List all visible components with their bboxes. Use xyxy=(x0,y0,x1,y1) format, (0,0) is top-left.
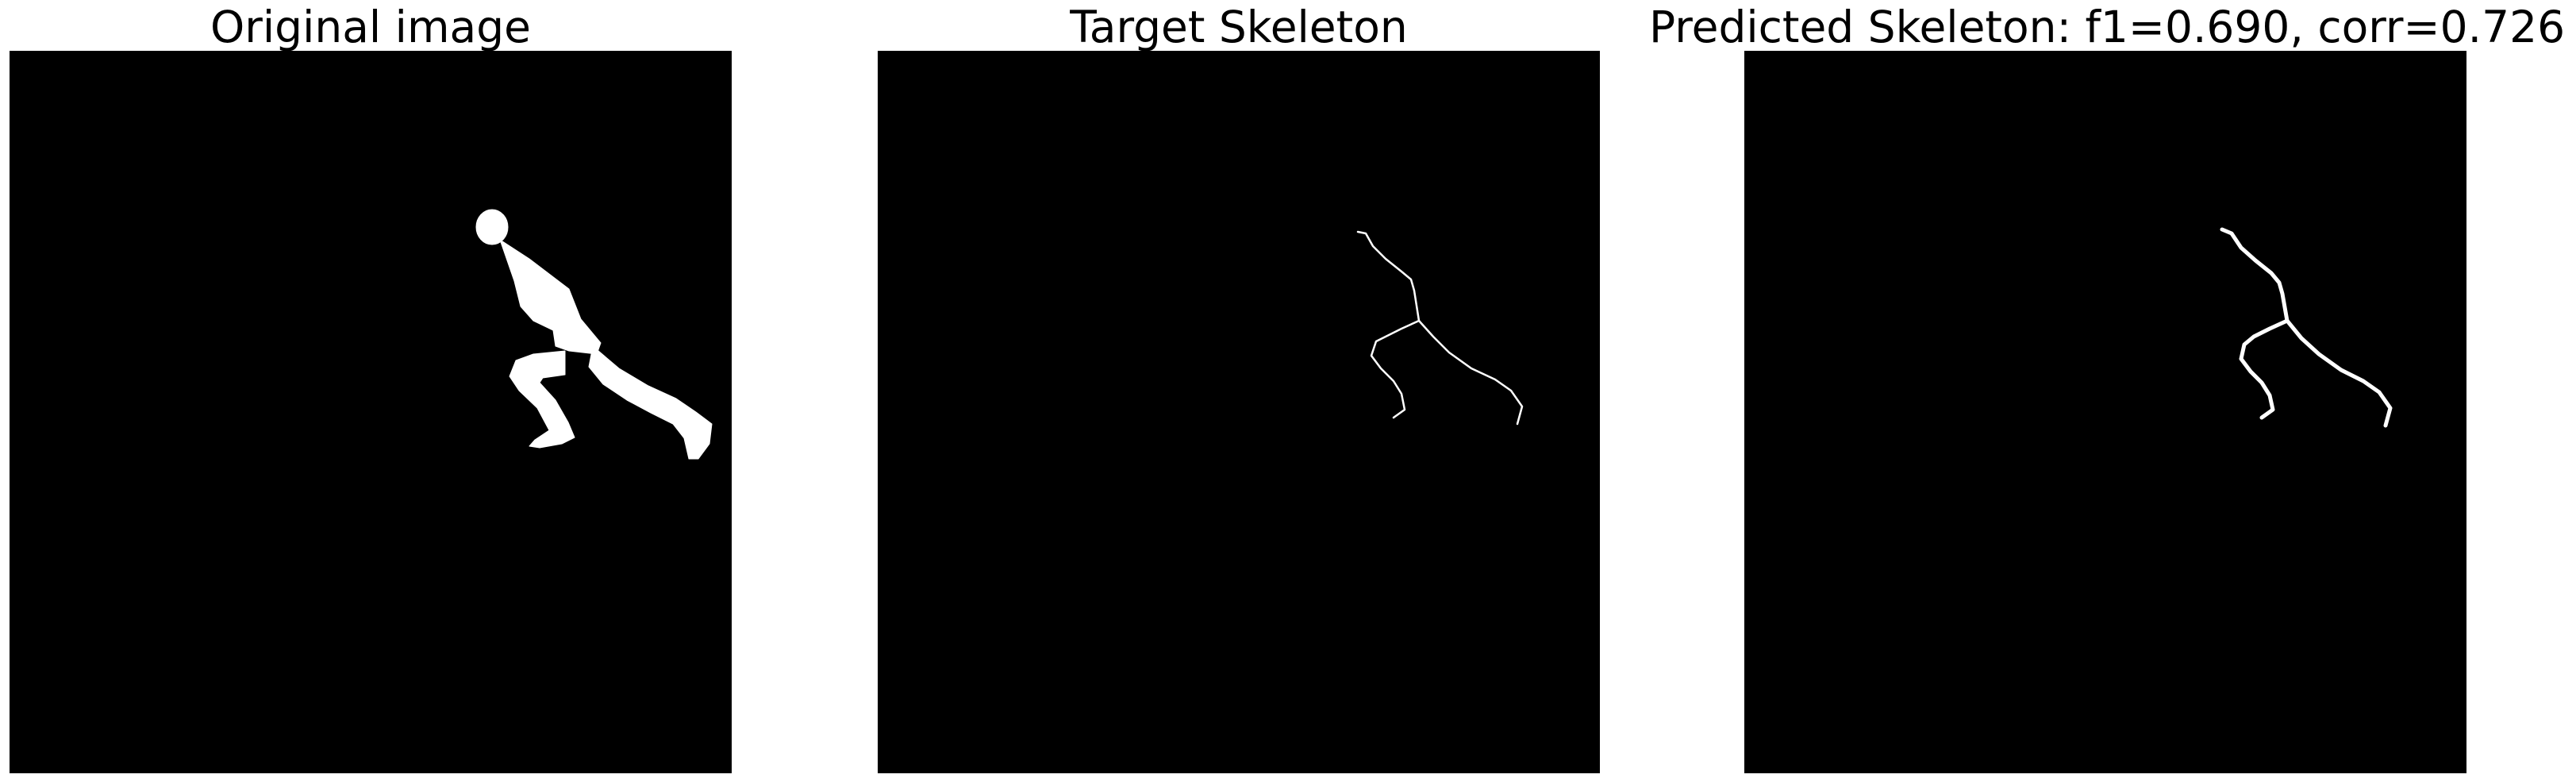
predicted-front-leg xyxy=(2285,318,2393,428)
predicted-skeleton-lines xyxy=(2220,227,2393,428)
panel-predicted-skeleton: Predicted Skeleton: f1=0.690, corr=0.726 xyxy=(1649,0,2565,782)
image-background xyxy=(10,51,732,773)
original-image-canvas xyxy=(10,51,732,773)
target-skeleton-lines xyxy=(1356,230,1524,426)
image-background xyxy=(1744,51,2466,773)
silhouette-back-leg xyxy=(509,350,575,449)
silhouette-head xyxy=(475,209,509,245)
silhouette-torso xyxy=(499,239,602,355)
predicted-spine xyxy=(2220,227,2290,323)
silhouette-front-leg xyxy=(588,345,713,460)
panel-title-original: Original image xyxy=(210,2,531,52)
predicted-skeleton-canvas xyxy=(1744,51,2466,773)
panel-title-target: Target Skeleton xyxy=(1070,2,1408,52)
skeleton-front-leg xyxy=(1417,319,1524,426)
skeleton-spine xyxy=(1356,230,1421,322)
skeleton-back-leg xyxy=(1370,319,1421,419)
panel-title-predicted: Predicted Skeleton: f1=0.690, corr=0.726 xyxy=(1649,2,2566,52)
panel-target-skeleton: Target Skeleton xyxy=(878,0,1600,782)
target-skeleton-canvas xyxy=(878,51,1600,773)
panel-original-image: Original image xyxy=(10,0,732,782)
figure-silhouette xyxy=(475,209,713,460)
predicted-back-leg xyxy=(2239,318,2290,420)
image-background xyxy=(878,51,1600,773)
